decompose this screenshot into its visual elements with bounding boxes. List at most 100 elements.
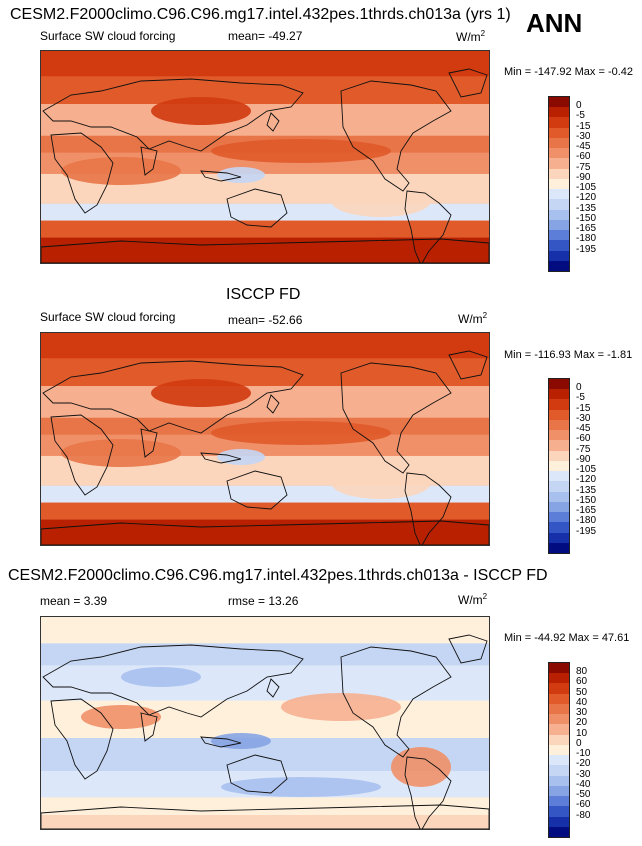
colorbar-tick-label: -50 (576, 789, 591, 801)
colorbar-tick-label: 60 (576, 676, 588, 688)
colorbar-swatch (549, 379, 569, 390)
panel2-minmax: Min = -116.93 Max = -1.81 (504, 349, 633, 361)
colorbar-tick-label: -105 (576, 464, 597, 476)
colorbar-swatch (549, 663, 569, 674)
colorbar-tick-label: -5 (576, 392, 585, 404)
colorbar-swatch (549, 724, 569, 735)
panel3-rmse: rmse = 13.26 (228, 594, 299, 608)
colorbar-tick-label: -135 (576, 484, 597, 496)
colorbar-swatch (549, 755, 569, 766)
colorbar-swatch (549, 399, 569, 410)
colorbar-tick-label: -20 (576, 758, 591, 770)
colorbar-tick-label: 50 (576, 686, 588, 698)
colorbar-swatch (549, 440, 569, 451)
colorbar-tick-label: -45 (576, 141, 591, 153)
panel3-units: W/m2 (458, 592, 488, 607)
colorbar-swatch (549, 703, 569, 715)
colorbar-swatch (549, 481, 569, 492)
colorbar-swatch (549, 430, 569, 441)
colorbar-tick-label: 0 (576, 382, 582, 394)
colorbar-swatch (549, 240, 569, 251)
colorbar-tick-label: -75 (576, 443, 591, 455)
panel1-map (40, 50, 490, 264)
colorbar-tick-label: -90 (576, 171, 591, 183)
panel3-title: CESM2.F2000climo.C96.C96.mg17.intel.432p… (8, 567, 548, 584)
colorbar-swatch (549, 693, 569, 704)
panel1-mean: mean= -49.27 (228, 29, 303, 43)
colorbar-swatch (549, 714, 569, 725)
panel2-title: ISCCP FD (226, 286, 301, 303)
panel2-field-label: Surface SW cloud forcing (40, 310, 176, 324)
colorbar-swatch (549, 250, 569, 261)
colorbar-tick-label: -120 (576, 474, 597, 486)
colorbar-tick-label: -195 (576, 243, 597, 255)
colorbar-tick-label: -60 (576, 799, 591, 811)
colorbar-tick-label: -165 (576, 505, 597, 517)
colorbar-swatch (549, 137, 569, 149)
colorbar-swatch (549, 127, 569, 138)
colorbar-swatch (549, 532, 569, 543)
colorbar-swatch (549, 785, 569, 797)
colorbar-tick-label: -195 (576, 525, 597, 537)
figure-title: CESM2.F2000climo.C96.C96.mg17.intel.432p… (10, 6, 511, 23)
colorbar-swatch (549, 775, 569, 786)
colorbar-swatch (549, 419, 569, 431)
colorbar-tick-label: -30 (576, 412, 591, 424)
colorbar-swatch (549, 542, 569, 553)
colorbar-tick-label: -120 (576, 192, 597, 204)
colorbar-swatch (549, 230, 569, 241)
panel3-colorbar (548, 662, 570, 838)
colorbar-swatch (549, 219, 569, 231)
panel2-colorbar-ticks: 0 -5 -15 -30 -45 -60 -75 -90 -105 -120 -135 -150 -16… (576, 378, 616, 552)
colorbar-swatch (549, 117, 569, 128)
panel2-map (40, 332, 490, 546)
season-label: ANN (526, 8, 583, 38)
colorbar-tick-label: -80 (576, 809, 591, 821)
colorbar-swatch (549, 734, 569, 745)
colorbar-tick-label: 0 (576, 100, 582, 112)
colorbar-tick-label: -150 (576, 212, 597, 224)
panel2-colorbar (548, 378, 570, 554)
colorbar-swatch (549, 501, 569, 513)
colorbar-tick-label: -15 (576, 402, 591, 414)
colorbar-swatch (549, 816, 569, 827)
panel1-minmax: Min = -147.92 Max = -0.42 (504, 66, 634, 78)
colorbar-tick-label: -90 (576, 453, 591, 465)
colorbar-tick-label: -75 (576, 161, 591, 173)
colorbar-tick-label: -15 (576, 120, 591, 132)
colorbar-tick-label: 10 (576, 727, 588, 739)
colorbar-tick-label: -180 (576, 515, 597, 527)
panel3-minmax: Min = -44.92 Max = 47.61 (504, 632, 630, 644)
colorbar-swatch (549, 806, 569, 817)
panel3-map (40, 616, 490, 830)
colorbar-tick-label: -105 (576, 182, 597, 194)
colorbar-swatch (549, 189, 569, 200)
colorbar-swatch (549, 260, 569, 271)
colorbar-swatch (549, 178, 569, 190)
panel2-units: W/m2 (458, 311, 488, 326)
colorbar-swatch (549, 409, 569, 420)
colorbar-tick-label: -150 (576, 494, 597, 506)
colorbar-tick-label: 30 (576, 707, 588, 719)
colorbar-swatch (549, 522, 569, 533)
panel1-map-svg (41, 51, 489, 263)
panel2-mean: mean= -52.66 (228, 313, 303, 327)
colorbar-swatch (549, 450, 569, 461)
colorbar-swatch (549, 826, 569, 837)
colorbar-tick-label: -10 (576, 748, 591, 760)
colorbar-swatch (549, 512, 569, 523)
colorbar-swatch (549, 168, 569, 179)
colorbar-swatch (549, 107, 569, 118)
colorbar-tick-label: -30 (576, 130, 591, 142)
colorbar-swatch (549, 97, 569, 108)
colorbar-tick-label: 40 (576, 696, 588, 708)
colorbar-swatch (549, 796, 569, 807)
panel3-mean: mean = 3.39 (40, 594, 108, 608)
colorbar-tick-label: 20 (576, 717, 588, 729)
colorbar-tick-label: -30 (576, 768, 591, 780)
panel1-colorbar (548, 96, 570, 272)
colorbar-tick-label: -40 (576, 778, 591, 790)
colorbar-tick-label: -60 (576, 151, 591, 163)
colorbar-swatch (549, 148, 569, 159)
panel2-map-svg (41, 333, 489, 545)
